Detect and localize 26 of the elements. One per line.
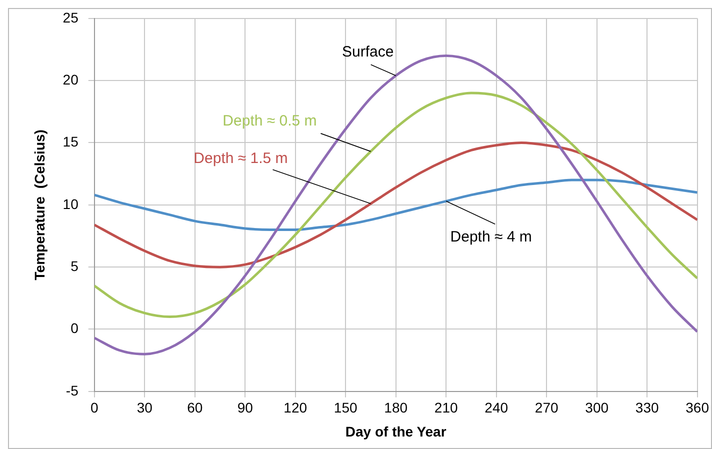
x-tick-label: 360 bbox=[686, 400, 710, 416]
x-tick-label: 300 bbox=[585, 400, 609, 416]
y-tick-label: -5 bbox=[66, 382, 79, 398]
y-tick-label: 25 bbox=[62, 9, 79, 26]
x-tick-label: 60 bbox=[187, 400, 203, 416]
series-label: Surface bbox=[342, 44, 394, 61]
text: Depth ≈ 0.5 m bbox=[222, 112, 317, 130]
y-axis-title: Temperature (Celsius) bbox=[31, 130, 48, 280]
x-tick-label: 210 bbox=[434, 400, 458, 416]
x-axis-title: Day of the Year bbox=[345, 423, 447, 440]
text: Depth ≈ 1.5 m bbox=[194, 150, 288, 167]
x-tick-label: 90 bbox=[237, 400, 254, 416]
x-tick-label: 240 bbox=[484, 400, 508, 416]
x-tick-label: 150 bbox=[334, 400, 358, 416]
y-tick-label: 15 bbox=[62, 134, 79, 150]
x-tick-label: 0 bbox=[90, 400, 98, 416]
series-label: Depth ≈ 4 m bbox=[450, 228, 532, 246]
x-tick-label: 330 bbox=[635, 400, 659, 416]
x-tick-label: 120 bbox=[284, 400, 308, 416]
y-tick-label: 10 bbox=[62, 196, 79, 212]
y-tick-label: 20 bbox=[62, 71, 79, 88]
y-tick-label: 0 bbox=[70, 320, 79, 336]
x-tick-label: 270 bbox=[534, 400, 558, 416]
x-tick-label: 30 bbox=[136, 400, 153, 416]
x-tick-label: 180 bbox=[384, 400, 408, 416]
y-tick-label: 5 bbox=[70, 258, 79, 274]
